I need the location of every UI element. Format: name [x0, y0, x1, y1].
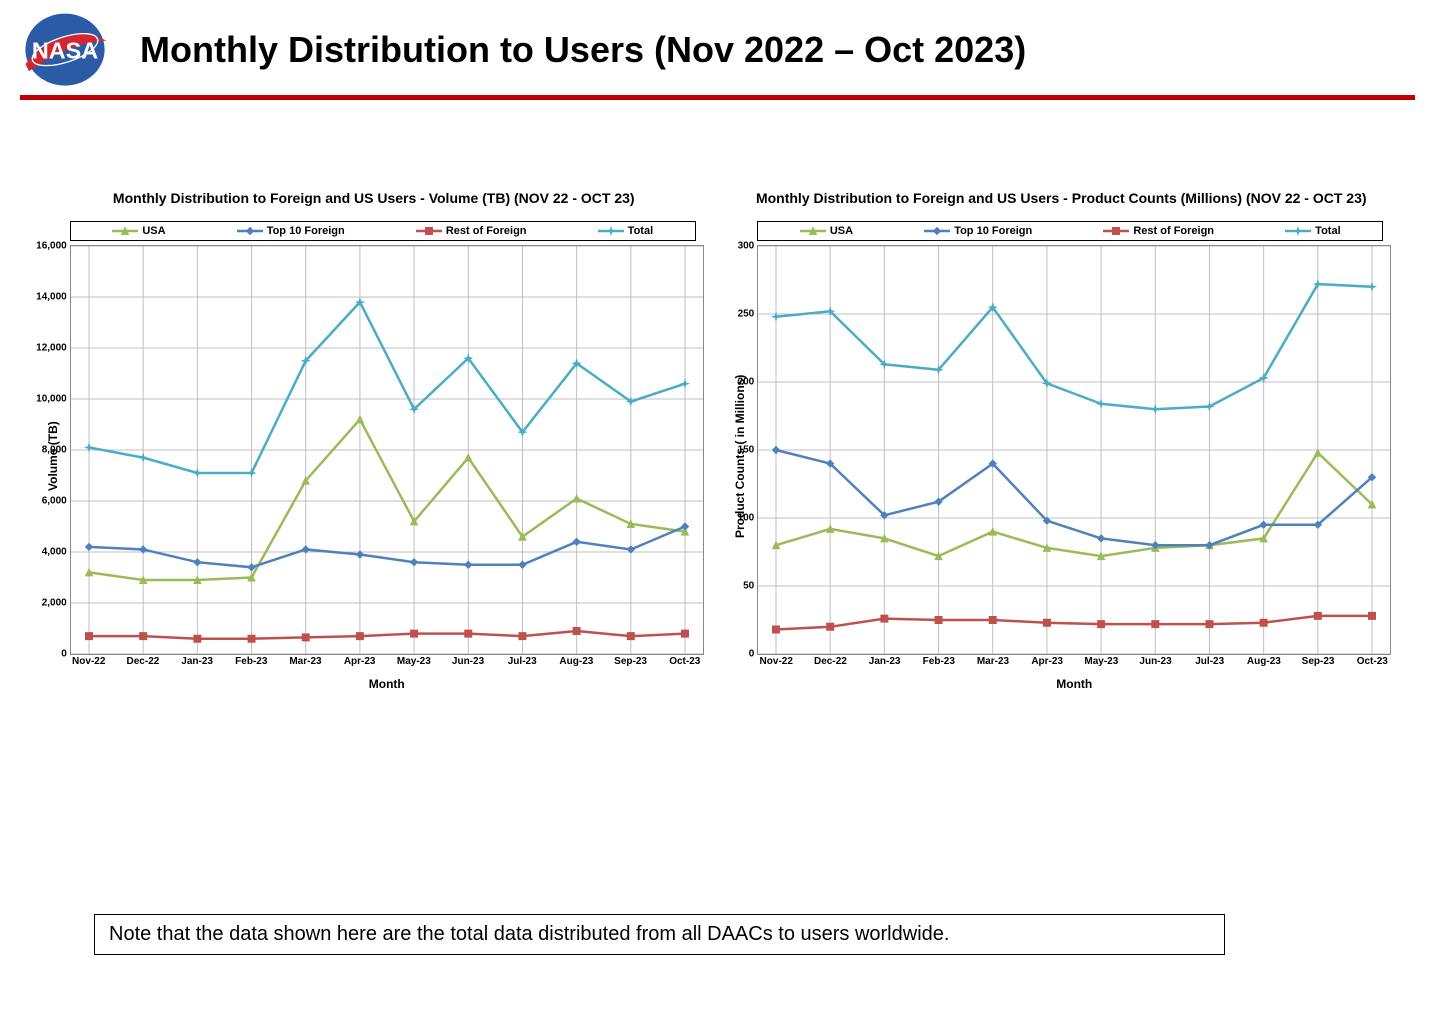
- y-tick: 150: [710, 445, 754, 456]
- y-tick: 250: [710, 308, 754, 319]
- x-tick: Jan-23: [181, 656, 213, 667]
- y-tick: 0: [23, 649, 67, 660]
- counts-chart-area: Product Counts ( in Millions) USATop 10 …: [731, 221, 1391, 691]
- legend-swatch-total: [1285, 226, 1311, 236]
- charts-row: Monthly Distribution to Foreign and US U…: [0, 190, 1435, 691]
- page-title: Monthly Distribution to Users (Nov 2022 …: [140, 29, 1026, 71]
- header: NASA Monthly Distribution to Users (Nov …: [0, 0, 1435, 90]
- legend-label-usa: USA: [142, 225, 165, 237]
- volume-x-ticks: Nov-22 Dec-22 Jan-23 Feb-23 Mar-23 Apr-23 May-…: [71, 656, 703, 670]
- legend-swatch-rest: [1103, 226, 1129, 236]
- legend-item-top10: Top 10 Foreign: [237, 225, 345, 237]
- volume-chart-title: Monthly Distribution to Foreign and US U…: [44, 190, 704, 206]
- volume-plot: 02,0004,0006,0008,00010,00012,00014,0001…: [70, 245, 704, 655]
- y-tick: 12,000: [23, 343, 67, 354]
- x-tick: Nov-22: [760, 656, 793, 667]
- y-tick: 50: [710, 581, 754, 592]
- legend-item-rest: Rest of Foreign: [416, 225, 527, 237]
- y-tick: 300: [710, 241, 754, 252]
- legend-label-total: Total: [628, 225, 653, 237]
- x-tick: May-23: [1084, 656, 1118, 667]
- counts-legend: USA Top 10 Foreign Rest of Foreign Total: [757, 221, 1383, 241]
- x-tick: Jan-23: [869, 656, 901, 667]
- legend-label-total: Total: [1315, 225, 1340, 237]
- y-tick: 8,000: [23, 445, 67, 456]
- x-tick: Oct-23: [669, 656, 700, 667]
- legend-swatch-top10: [924, 226, 950, 236]
- y-tick: 100: [710, 512, 754, 523]
- legend-swatch-usa: [112, 226, 138, 236]
- counts-x-ticks: Nov-22 Dec-22 Jan-23 Feb-23 Mar-23 Apr-23 May-…: [758, 656, 1390, 670]
- nasa-logo: NASA: [20, 10, 110, 90]
- y-tick: 200: [710, 376, 754, 387]
- legend-label-top10: Top 10 Foreign: [954, 225, 1032, 237]
- counts-plot: 050100150200250300 Nov-22Dec-22Jan-23Feb…: [757, 245, 1391, 655]
- x-tick: Jul-23: [508, 656, 537, 667]
- x-tick: Feb-23: [235, 656, 267, 667]
- x-tick: Nov-22: [72, 656, 105, 667]
- x-tick: May-23: [397, 656, 431, 667]
- volume-legend: USA Top 10 Foreign Rest of Foreign Total: [70, 221, 696, 241]
- y-tick: 6,000: [23, 496, 67, 507]
- legend-swatch-rest: [416, 226, 442, 236]
- legend-label-top10: Top 10 Foreign: [267, 225, 345, 237]
- volume-chart-area: Volume (TB) USATop 10 ForeignRest of For…: [44, 221, 704, 691]
- legend-item-top10: Top 10 Foreign: [924, 225, 1032, 237]
- x-tick: Apr-23: [344, 656, 376, 667]
- legend-label-usa: USA: [830, 225, 853, 237]
- y-tick: 4,000: [23, 547, 67, 558]
- counts-chart-panel: Monthly Distribution to Foreign and US U…: [731, 190, 1391, 691]
- x-tick: Dec-22: [127, 656, 160, 667]
- x-tick: Feb-23: [923, 656, 955, 667]
- y-tick: 2,000: [23, 598, 67, 609]
- volume-x-axis-label: Month: [70, 677, 704, 691]
- x-tick: Aug-23: [1247, 656, 1281, 667]
- x-tick: Mar-23: [289, 656, 321, 667]
- x-tick: Jul-23: [1195, 656, 1224, 667]
- y-tick: 16,000: [23, 241, 67, 252]
- svg-text:NASA: NASA: [32, 38, 98, 64]
- x-tick: Jun-23: [452, 656, 484, 667]
- legend-item-total: Total: [598, 225, 653, 237]
- legend-swatch-usa: [800, 226, 826, 236]
- x-tick: Apr-23: [1031, 656, 1063, 667]
- x-tick: Oct-23: [1357, 656, 1388, 667]
- legend-label-rest: Rest of Foreign: [1133, 225, 1214, 237]
- x-tick: Mar-23: [977, 656, 1009, 667]
- legend-swatch-top10: [237, 226, 263, 236]
- volume-y-ticks: 02,0004,0006,0008,00010,00012,00014,0001…: [23, 246, 67, 654]
- legend-item-rest: Rest of Foreign: [1103, 225, 1214, 237]
- y-tick: 10,000: [23, 394, 67, 405]
- x-tick: Dec-22: [814, 656, 847, 667]
- x-tick: Jun-23: [1139, 656, 1171, 667]
- legend-item-usa: USA: [800, 225, 853, 237]
- header-divider: [20, 95, 1415, 100]
- footnote: Note that the data shown here are the to…: [94, 914, 1225, 955]
- legend-item-total: Total: [1285, 225, 1340, 237]
- volume-chart-panel: Monthly Distribution to Foreign and US U…: [44, 190, 704, 691]
- counts-chart-title: Monthly Distribution to Foreign and US U…: [731, 190, 1391, 206]
- legend-swatch-total: [598, 226, 624, 236]
- x-tick: Sep-23: [1302, 656, 1335, 667]
- counts-x-axis-label: Month: [757, 677, 1391, 691]
- legend-label-rest: Rest of Foreign: [446, 225, 527, 237]
- counts-y-ticks: 050100150200250300: [710, 246, 754, 654]
- x-tick: Aug-23: [559, 656, 593, 667]
- x-tick: Sep-23: [614, 656, 647, 667]
- legend-item-usa: USA: [112, 225, 165, 237]
- y-tick: 14,000: [23, 292, 67, 303]
- y-tick: 0: [710, 649, 754, 660]
